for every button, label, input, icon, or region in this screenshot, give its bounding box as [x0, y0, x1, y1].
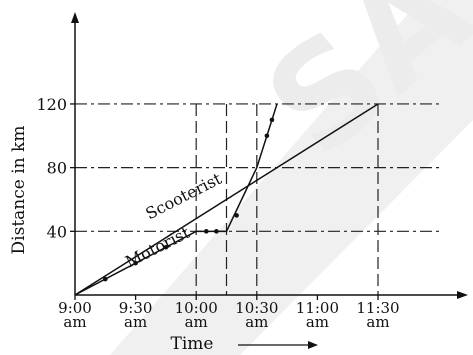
x-tick-label-ampm-60: am — [185, 313, 208, 331]
x-tick-label-30: 9:30 — [119, 299, 153, 317]
series-markers — [103, 117, 275, 282]
marker-motorist-1 — [133, 260, 138, 266]
series-line-scooterist — [74, 103, 379, 296]
watermark-text: SA — [237, 0, 473, 188]
x-tick-label-ampm-30: am — [124, 313, 147, 331]
x-tick-label-90: 10:30 — [235, 299, 278, 317]
marker-motorist-4 — [214, 229, 219, 234]
y-tick-label-80: 80 — [47, 159, 67, 178]
x-tick-label-ampm-0: am — [63, 313, 86, 331]
series-label-motorist: Motorist — [122, 223, 193, 272]
y-tick-label-40: 40 — [47, 222, 67, 241]
marker-motorist-6 — [264, 133, 270, 139]
x-tick-label-ampm-90: am — [245, 313, 268, 331]
reference-lines — [75, 103, 442, 295]
x-tick-label-150: 11:30 — [356, 299, 399, 317]
watermark: SA — [110, 0, 473, 355]
x-axis-arrow — [457, 291, 468, 299]
series-label-scooterist: Scooterist — [142, 169, 225, 224]
marker-motorist-2 — [163, 244, 169, 250]
x-tick-label-60: 10:00 — [175, 299, 218, 317]
x-axis-title-arrow — [238, 341, 318, 349]
watermark-band — [110, 0, 473, 355]
series-lines — [74, 103, 379, 296]
series-line-motorist — [74, 103, 278, 296]
x-tick-label-ampm-150: am — [366, 313, 389, 331]
y-axis-arrow — [71, 12, 79, 23]
tick-labels: 40801209:00am9:30am10:00am10:30am11:00am… — [36, 95, 399, 331]
x-tick-label-ampm-120: am — [306, 313, 329, 331]
x-tick-label-120: 11:00 — [296, 299, 339, 317]
x-tick-label-0: 9:00 — [58, 299, 92, 317]
y-axis-title: Distance in km — [9, 126, 29, 255]
marker-motorist-0 — [103, 276, 108, 282]
marker-motorist-5 — [234, 213, 239, 218]
marker-motorist-3 — [204, 229, 209, 234]
y-tick-label-120: 120 — [36, 95, 67, 114]
x-axis-title: Time — [171, 334, 214, 354]
marker-motorist-7 — [269, 117, 275, 123]
axes — [70, 12, 468, 300]
